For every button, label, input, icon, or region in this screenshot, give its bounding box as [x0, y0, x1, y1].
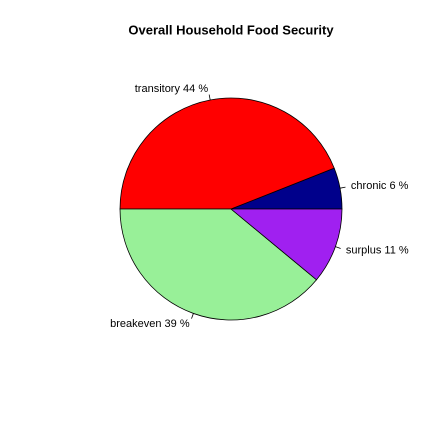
label-tick	[191, 313, 194, 319]
slice-label: chronic 6 %	[351, 180, 409, 192]
label-tick	[335, 246, 341, 249]
pie-slice	[229, 208, 343, 281]
chart-title: Overall Household Food Security	[128, 22, 334, 37]
slice-label: breakeven 39 %	[110, 318, 190, 330]
slice-label: transitory 44 %	[135, 83, 209, 95]
slice-label: surplus 11 %	[346, 244, 409, 256]
label-tick	[208, 94, 211, 101]
pie-slice	[119, 97, 335, 210]
pie-slice	[119, 208, 318, 321]
label-tick	[339, 186, 346, 189]
